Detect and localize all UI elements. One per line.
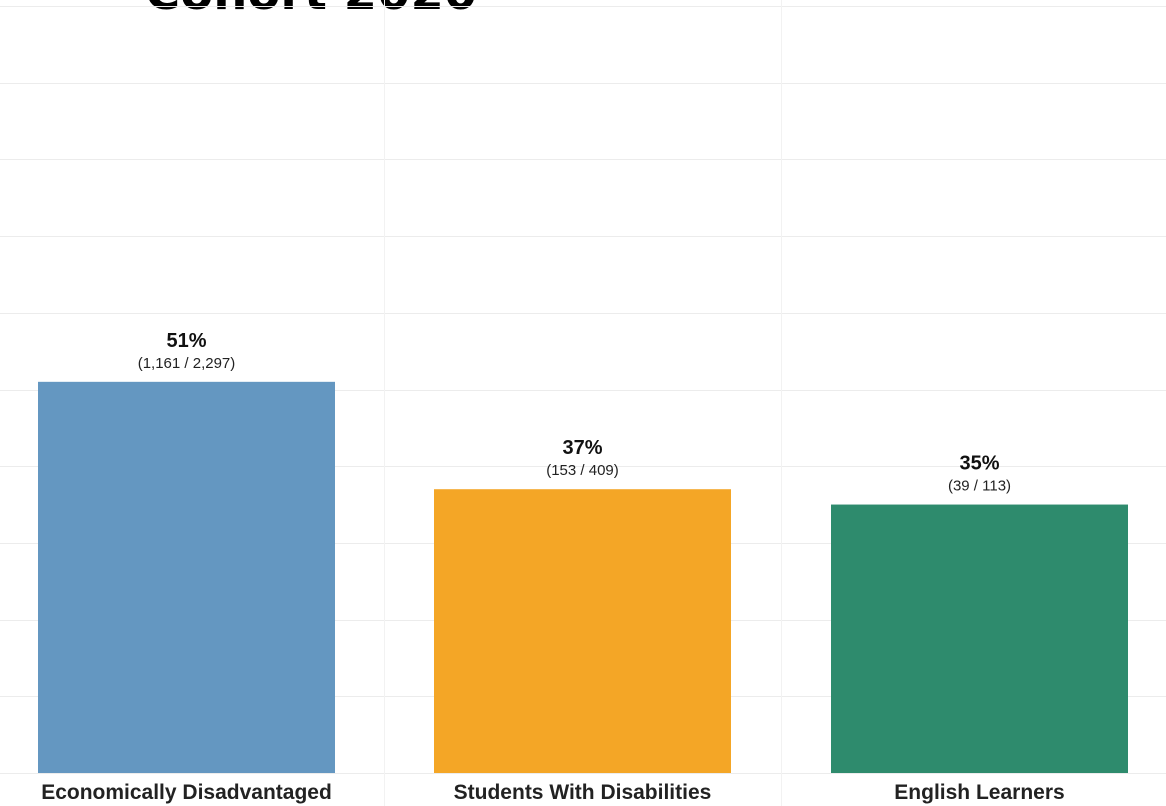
chart-title: Cohort 2020 <box>145 0 477 18</box>
category-label: Students With Disabilities <box>454 781 712 804</box>
count-label: (1,161 / 2,297) <box>138 355 236 372</box>
count-label: (39 / 113) <box>948 478 1011 495</box>
count-label: (153 / 409) <box>546 462 619 479</box>
category-label: English Learners <box>894 781 1064 804</box>
bar <box>38 381 335 773</box>
category-label: Economically Disadvantaged <box>41 781 332 804</box>
value-label: 37% <box>562 437 602 459</box>
bar <box>434 489 731 773</box>
value-label: 35% <box>959 453 999 475</box>
bar <box>831 504 1128 773</box>
value-label: 51% <box>166 330 206 352</box>
